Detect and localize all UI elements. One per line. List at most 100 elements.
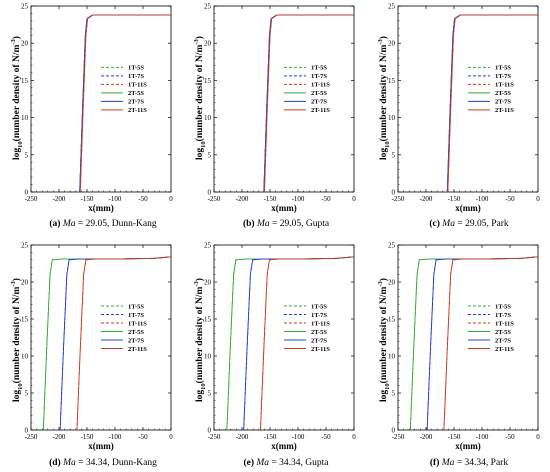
legend-label-1t-7s-a: 1T-7S bbox=[128, 73, 144, 80]
series-line-1t-5s-e bbox=[226, 256, 355, 431]
plot-frame-e bbox=[213, 244, 355, 431]
x-tick-label-d: 0 bbox=[169, 433, 173, 441]
caption-b: (b) Ma = 29.05, Gupta bbox=[242, 219, 330, 229]
y-tick-label-b: 25 bbox=[204, 3, 212, 11]
legend-label-2t-5s-b: 2T-5S bbox=[311, 90, 327, 97]
x-tick-label-e: -50 bbox=[321, 433, 331, 441]
series-line-1t-11s-d bbox=[76, 256, 172, 431]
legend-label-2t-7s-d: 2T-7S bbox=[128, 337, 144, 344]
series-line-1t-11s-f bbox=[443, 256, 539, 431]
y-tick-label-d: 0 bbox=[25, 427, 29, 435]
x-tick-label-b: -100 bbox=[292, 195, 305, 203]
y-tick-label-a: 25 bbox=[21, 3, 29, 11]
series-line-2t-11s-a bbox=[79, 14, 171, 193]
y-tick-label-b: 20 bbox=[204, 40, 212, 48]
chart-panel-e: -250 -200 -150 -100 -50 0 0 5 10 15 20 25 x(mm) 1T-5S… bbox=[204, 242, 356, 452]
x-tick-label-d: -250 bbox=[25, 433, 38, 441]
legend-label-1t-5s-f: 1T-5S bbox=[495, 303, 511, 310]
x-tick-label-f: -50 bbox=[505, 433, 515, 441]
legend-label-2t-5s-e: 2T-5S bbox=[311, 329, 327, 336]
x-axis-label-d: x(mm) bbox=[88, 441, 114, 451]
legend-label-2t-5s-c: 2T-5S bbox=[495, 90, 511, 97]
x-tick-label-a: -50 bbox=[138, 195, 148, 203]
x-tick-label-d: -100 bbox=[109, 433, 122, 441]
x-tick-label-c: -200 bbox=[420, 195, 433, 203]
legend-label-2t-7s-e: 2T-7S bbox=[311, 337, 327, 344]
series-line-1t-11s-e bbox=[260, 256, 355, 431]
series-line-2t-5s-a bbox=[79, 14, 171, 193]
legend-label-2t-7s-f: 2T-7S bbox=[495, 337, 511, 344]
legend-label-1t-11s-c: 1T-11S bbox=[495, 82, 514, 89]
caption-e: (e) Ma = 34.34, Gupta bbox=[243, 458, 329, 468]
x-tick-label-a: 0 bbox=[169, 195, 173, 203]
y-tick-label-b: 10 bbox=[204, 114, 212, 122]
y-tick-label-c: 25 bbox=[388, 3, 396, 11]
legend-label-2t-7s-b: 2T-7S bbox=[311, 99, 327, 106]
x-tick-label-d: -50 bbox=[138, 433, 148, 441]
legend-label-2t-11s-c: 2T-11S bbox=[495, 107, 514, 114]
series-line-1t-5s-c bbox=[446, 14, 538, 193]
y-tick-label-c: 20 bbox=[388, 40, 396, 48]
y-tick-label-b: 15 bbox=[204, 77, 212, 85]
series-line-2t-7s-b bbox=[263, 14, 354, 193]
x-axis-label-f: x(mm) bbox=[455, 441, 481, 451]
series-line-2t-7s-e bbox=[243, 256, 355, 431]
legend-label-1t-7s-b: 1T-7S bbox=[311, 73, 327, 80]
series-line-2t-11s-d bbox=[76, 256, 172, 431]
y-tick-label-c: 15 bbox=[388, 77, 396, 85]
legend-label-1t-5s-d: 1T-5S bbox=[128, 303, 144, 310]
x-tick-label-f: 0 bbox=[536, 433, 540, 441]
x-tick-label-b: -200 bbox=[236, 195, 249, 203]
y-tick-label-c: 10 bbox=[388, 114, 396, 122]
legend-label-2t-11s-b: 2T-11S bbox=[311, 107, 330, 114]
x-axis-label-a: x(mm) bbox=[88, 203, 114, 213]
series-line-2t-7s-d bbox=[59, 256, 172, 431]
caption-c: (c) Ma = 29.05, Park bbox=[429, 219, 509, 229]
plot-frame-d bbox=[30, 244, 172, 431]
y-tick-label-e: 20 bbox=[204, 279, 212, 287]
legend-label-1t-7s-c: 1T-7S bbox=[495, 73, 511, 80]
y-tick-label-b: 5 bbox=[208, 151, 212, 159]
y-tick-label-f: 10 bbox=[388, 353, 396, 361]
legend-label-2t-5s-a: 2T-5S bbox=[128, 90, 144, 97]
y-tick-label-e: 0 bbox=[208, 427, 212, 435]
caption-a: (a) Ma = 29.05, Dunn-Kang bbox=[49, 219, 157, 229]
legend-label-2t-5s-d: 2T-5S bbox=[128, 329, 144, 336]
legend-label-1t-7s-d: 1T-7S bbox=[128, 312, 144, 319]
legend-label-1t-5s-a: 1T-5S bbox=[128, 65, 144, 72]
legend-label-1t-7s-e: 1T-7S bbox=[311, 312, 327, 319]
y-tick-label-e: 10 bbox=[204, 353, 212, 361]
y-tick-label-e: 15 bbox=[204, 316, 212, 324]
series-line-2t-11s-e bbox=[260, 256, 355, 431]
legend-label-2t-5s-f: 2T-5S bbox=[495, 329, 511, 336]
x-tick-label-f: -200 bbox=[420, 433, 433, 441]
x-tick-label-b: -250 bbox=[208, 195, 221, 203]
x-tick-label-a: -250 bbox=[25, 195, 38, 203]
series-line-2t-11s-f bbox=[443, 256, 539, 431]
chart-panel-d: -250 -200 -150 -100 -50 0 0 5 10 15 20 25 x(mm) 1T-5S… bbox=[21, 242, 173, 452]
y-tick-label-c: 0 bbox=[392, 189, 396, 197]
x-tick-label-e: -250 bbox=[208, 433, 221, 441]
legend-label-1t-5s-c: 1T-5S bbox=[495, 65, 511, 72]
legend-label-1t-11s-a: 1T-11S bbox=[128, 82, 147, 89]
chart-panel-f: -250 -200 -150 -100 -50 0 0 5 10 15 20 25 x(mm) 1T-5S… bbox=[388, 242, 540, 452]
y-tick-label-a: 10 bbox=[21, 114, 29, 122]
x-tick-label-b: 0 bbox=[352, 195, 356, 203]
plot-frame-a bbox=[30, 5, 172, 193]
y-tick-label-f: 25 bbox=[388, 242, 396, 250]
plot-frame-f bbox=[397, 244, 539, 431]
x-tick-label-e: -150 bbox=[264, 433, 277, 441]
series-line-1t-7s-c bbox=[446, 14, 538, 193]
series-line-2t-7s-a bbox=[79, 14, 171, 193]
y-tick-label-d: 15 bbox=[21, 316, 29, 324]
x-tick-label-d: -200 bbox=[53, 433, 66, 441]
series-line-1t-5s-d bbox=[42, 256, 172, 431]
series-line-1t-7s-a bbox=[79, 14, 171, 193]
legend-label-1t-5s-b: 1T-5S bbox=[311, 65, 327, 72]
x-tick-label-e: -200 bbox=[236, 433, 249, 441]
plot-frame-b bbox=[213, 5, 355, 193]
x-tick-label-e: -100 bbox=[292, 433, 305, 441]
series-line-2t-11s-b bbox=[263, 14, 354, 193]
series-line-2t-7s-c bbox=[446, 14, 538, 193]
